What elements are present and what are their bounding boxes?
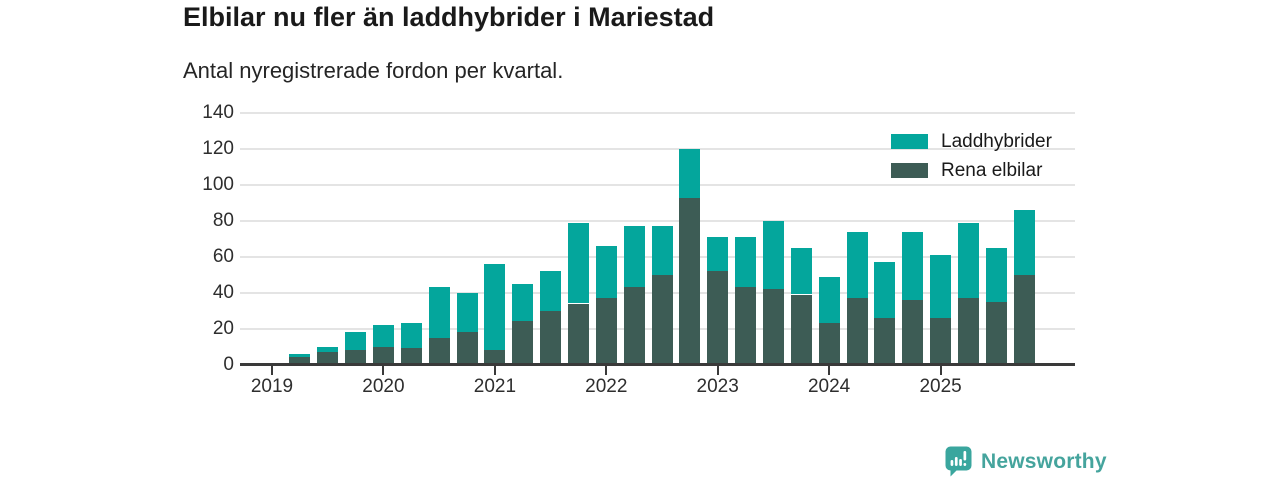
bar-segment-laddhybrider (289, 353, 311, 358)
x-axis-tick (493, 366, 496, 375)
bar-segment-laddhybrider (818, 276, 840, 324)
bar-segment-rena-elbilar (930, 317, 952, 365)
bar-segment-laddhybrider (400, 323, 422, 349)
bar-segment-laddhybrider (985, 247, 1007, 302)
legend-swatch-icon (891, 163, 928, 178)
bar-segment-laddhybrider (595, 246, 617, 299)
bar-segment-laddhybrider (902, 231, 924, 300)
bar-segment-laddhybrider (930, 255, 952, 318)
y-axis-label: 20 (212, 317, 234, 339)
bar-segment-laddhybrider (484, 264, 506, 351)
bar-segment-rena-elbilar (985, 301, 1007, 365)
x-axis-label: 2020 (362, 376, 405, 397)
y-axis-label: 100 (202, 174, 234, 195)
bar-segment-laddhybrider (679, 149, 701, 198)
bar-segment-rena-elbilar (567, 303, 589, 365)
gridline (240, 112, 1075, 115)
bar-segment-rena-elbilar (345, 350, 367, 365)
bar-segment-rena-elbilar (484, 350, 506, 365)
y-axis-label: 120 (202, 138, 234, 160)
x-axis-label: 2023 (696, 376, 739, 397)
bar-segment-laddhybrider (790, 247, 812, 295)
bar-segment-rena-elbilar (651, 274, 673, 365)
x-axis-label: 2019 (250, 376, 294, 397)
legend-label: Rena elbilar (941, 159, 1043, 181)
bar-segment-rena-elbilar (707, 271, 729, 365)
legend-item: Laddhybrider (891, 131, 1052, 152)
bar-segment-laddhybrider (540, 271, 562, 311)
bar-segment-rena-elbilar (679, 197, 701, 365)
bar-segment-laddhybrider (735, 237, 757, 288)
legend-swatch-icon (891, 134, 928, 149)
bar-segment-laddhybrider (623, 226, 645, 288)
legend-item: Rena elbilar (891, 160, 1052, 181)
bar-segment-laddhybrider (762, 220, 784, 290)
bar-segment-laddhybrider (512, 283, 534, 322)
x-axis-label: 2025 (919, 376, 962, 397)
bar-segment-laddhybrider (317, 346, 339, 352)
bar-segment-laddhybrider (428, 287, 450, 338)
bar-segment-laddhybrider (456, 292, 478, 333)
bar-segment-rena-elbilar (874, 317, 896, 365)
bar-segment-laddhybrider (345, 332, 367, 351)
bar-segment-laddhybrider (957, 222, 979, 299)
bar-segment-rena-elbilar (902, 299, 924, 365)
gridline (240, 148, 1075, 151)
chart-title: Elbilar nu fler än laddhybrider i Maries… (183, 2, 715, 32)
bar-segment-rena-elbilar (1013, 274, 1035, 365)
x-axis-tick (828, 366, 831, 375)
bar-segment-rena-elbilar (846, 298, 868, 365)
bar-segment-laddhybrider (846, 231, 868, 299)
x-axis-label: 2022 (585, 376, 628, 397)
bar-segment-rena-elbilar (428, 337, 450, 365)
x-axis-label: 2024 (807, 376, 851, 397)
gridline (240, 219, 1075, 222)
legend-label: Laddhybrider (941, 130, 1052, 152)
x-axis-tick (716, 366, 719, 375)
bar-segment-laddhybrider (874, 262, 896, 318)
bar-segment-laddhybrider (567, 222, 589, 304)
bar-segment-laddhybrider (372, 325, 394, 347)
bar-segment-rena-elbilar (790, 294, 812, 365)
y-axis-label: 0 (223, 353, 234, 375)
x-axis-line (240, 363, 1075, 366)
x-axis-tick (271, 366, 273, 375)
bar-segment-laddhybrider (651, 226, 673, 275)
bar-segment-rena-elbilar (400, 348, 422, 365)
newsworthy-logo-link[interactable]: Newsworthy (945, 446, 1107, 477)
bar-segment-rena-elbilar (372, 346, 394, 365)
bar-segment-rena-elbilar (623, 287, 645, 365)
bar-segment-rena-elbilar (540, 310, 562, 365)
bar-segment-rena-elbilar (317, 351, 339, 365)
chart-subtitle: Antal nyregistrerade fordon per kvartal. (183, 58, 564, 83)
bar-segment-rena-elbilar (289, 357, 311, 365)
y-axis-label: 60 (212, 245, 234, 267)
x-axis-tick (605, 366, 608, 375)
y-axis-label: 140 (202, 102, 234, 124)
bar-segment-rena-elbilar (595, 298, 617, 365)
x-axis-tick (939, 366, 942, 375)
bar-segment-rena-elbilar (818, 323, 840, 365)
x-axis-tick (382, 366, 385, 375)
bar-chart-badge-icon (945, 446, 972, 477)
x-axis-label: 2021 (473, 376, 517, 397)
bar-segment-rena-elbilar (762, 289, 784, 365)
bar-segment-rena-elbilar (512, 321, 534, 365)
y-axis-label: 80 (212, 209, 234, 231)
bar-segment-rena-elbilar (957, 298, 979, 365)
gridline (240, 184, 1075, 186)
bar-segment-laddhybrider (707, 237, 729, 272)
bar-segment-laddhybrider (1013, 210, 1035, 275)
legend: Laddhybrider Rena elbilar (891, 131, 1052, 181)
bar-segment-rena-elbilar (456, 332, 478, 365)
y-axis-label: 40 (212, 281, 234, 303)
bar-segment-rena-elbilar (735, 287, 757, 365)
brand-name: Newsworthy (981, 449, 1107, 473)
